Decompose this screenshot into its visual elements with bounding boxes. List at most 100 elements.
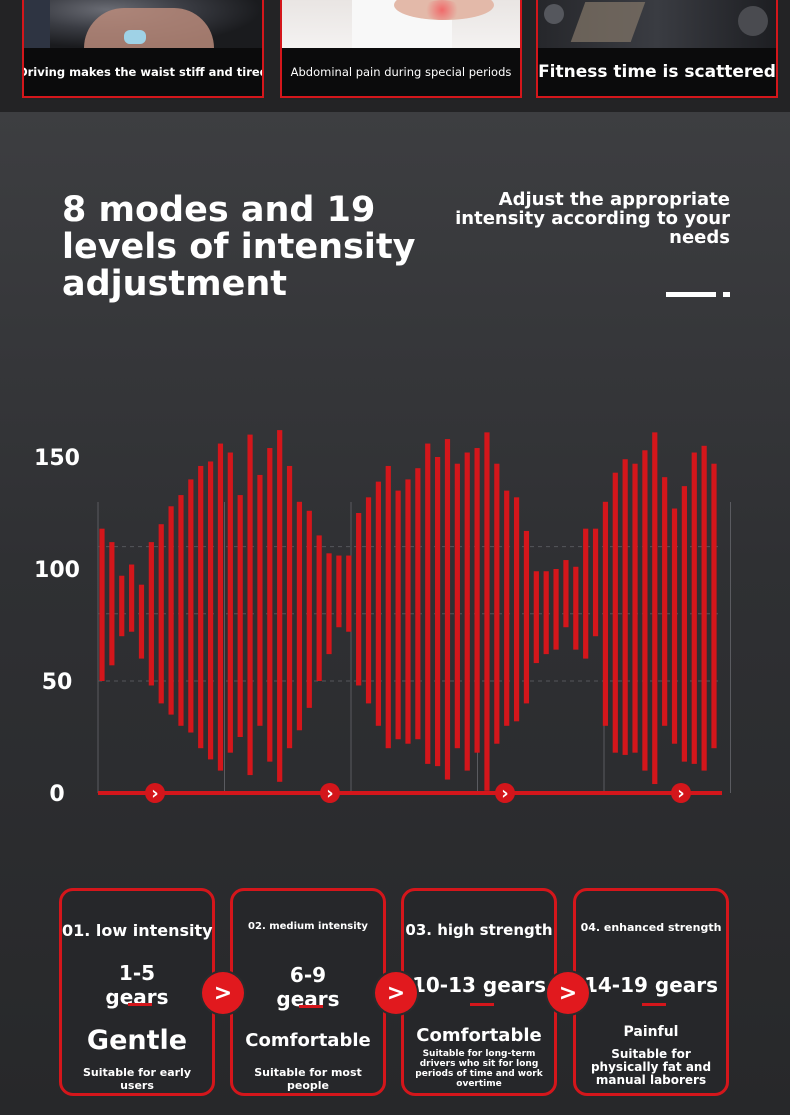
intensity-bar — [207, 461, 214, 760]
decorative-dot — [723, 292, 730, 297]
intensity-bar — [523, 530, 530, 704]
intensity-bar — [365, 497, 372, 704]
intensity-bar — [336, 555, 342, 628]
scenario-card-abdominal: Abdominal pain during special periods — [280, 0, 522, 98]
intensity-bar — [553, 569, 559, 650]
card-gears: 6-9 gears — [276, 963, 340, 1011]
intensity-bar — [622, 459, 628, 755]
intensity-bar — [227, 452, 233, 753]
scenario-strip: Driving makes the waist stiff and tired … — [0, 0, 790, 112]
chevron-glyph: › — [151, 783, 158, 804]
scenario-card-fitness: Fitness time is scattered — [536, 0, 778, 98]
intensity-bar — [277, 430, 283, 782]
intensity-bar — [642, 450, 648, 771]
card-high-strength: 03. high strength 10-13 gears Comfortabl… — [401, 888, 557, 1096]
card-level: Gentle — [86, 1025, 188, 1056]
card-gears: 14-19 gears — [583, 973, 719, 997]
next-arrow-icon: > — [202, 972, 244, 1014]
intensity-bar — [129, 564, 135, 632]
intensity-bar — [494, 463, 500, 744]
intensity-bar — [444, 439, 451, 780]
card-level: Comfortable — [416, 1025, 542, 1046]
chevron-glyph: › — [326, 783, 333, 804]
chevron-right-icon — [320, 783, 340, 803]
intensity-bar — [504, 490, 510, 726]
intensity-bar — [217, 443, 224, 771]
intensity-bar — [474, 448, 480, 753]
card-title: 01. low intensity — [62, 921, 213, 940]
card-description: Suitable for long-term drivers who sit f… — [415, 1049, 543, 1089]
headline: 8 modes and 19 levels of intensity adjus… — [62, 192, 462, 303]
intensity-bar — [346, 555, 352, 632]
subtitle: Adjust the appropriate intensity accordi… — [430, 190, 730, 247]
intensity-bar — [612, 472, 618, 753]
intensity-bar — [99, 528, 105, 681]
chevron-glyph: › — [677, 783, 684, 804]
decorative-dash — [666, 292, 716, 297]
subtitle-line: Adjust the appropriate — [498, 189, 730, 210]
chart-bars — [99, 430, 717, 791]
intensity-bar — [286, 465, 293, 749]
intensity-bar — [533, 571, 539, 664]
intensity-bar — [464, 452, 470, 771]
intensity-bar — [592, 528, 599, 637]
driving-photo — [24, 0, 262, 48]
intensity-bar — [563, 560, 569, 628]
subtitle-line: intensity according to your — [455, 208, 730, 229]
intensity-bar — [316, 535, 322, 681]
y-tick-label: 100 — [34, 558, 80, 583]
intensity-bar — [326, 553, 332, 655]
intensity-bar — [119, 575, 125, 637]
y-tick-label: 150 — [34, 446, 80, 471]
intensity-bar — [158, 524, 164, 704]
next-arrow-icon: > — [375, 972, 417, 1014]
scenario-caption: Fitness time is scattered — [538, 62, 776, 82]
y-tick-label: 50 — [42, 670, 73, 695]
chevron-right-icon — [495, 783, 515, 803]
intensity-cards: 01. low intensity 1-5 gears Gentle Suita… — [0, 888, 790, 1098]
intensity-bar — [375, 481, 381, 726]
y-tick-label: 0 — [49, 782, 64, 807]
card-low-intensity: 01. low intensity 1-5 gears Gentle Suita… — [59, 888, 215, 1096]
card-underline — [128, 1003, 152, 1006]
scenario-caption: Abdominal pain during special periods — [290, 65, 512, 79]
card-level: Comfortable — [245, 1030, 371, 1051]
intensity-bar — [385, 465, 391, 749]
fitness-photo — [538, 0, 776, 48]
chevron-right-icon — [145, 783, 165, 803]
intensity-bar — [691, 452, 697, 764]
scenario-card-driving: Driving makes the waist stiff and tired — [22, 0, 264, 98]
card-underline — [470, 1003, 494, 1006]
card-description: Suitable for most people — [254, 1066, 362, 1092]
card-gears: 10-13 gears — [411, 973, 547, 997]
abdominal-pain-photo — [282, 0, 520, 48]
headline-line: levels of intensity — [62, 227, 416, 267]
intensity-bar — [701, 445, 707, 771]
intensity-bar — [395, 490, 401, 740]
intensity-bar — [405, 479, 411, 744]
intensity-bar — [168, 506, 174, 715]
intensity-bar — [306, 510, 312, 708]
intensity-bar — [237, 495, 243, 737]
intensity-bar — [178, 495, 184, 726]
intensity-bar — [484, 432, 490, 791]
intensity-bar — [267, 448, 273, 762]
intensity-bar — [513, 497, 520, 722]
card-description: Suitable for physically fat and manual l… — [590, 1047, 712, 1087]
intensity-bar — [711, 463, 717, 749]
intensity-bar — [257, 474, 263, 726]
card-gears: 1-5 gears — [105, 961, 169, 1009]
intensity-bar — [148, 542, 154, 686]
intensity-bar — [583, 528, 589, 659]
intensity-chart: 0 50 100 150 › › › › — [34, 430, 731, 807]
intensity-bar — [652, 432, 658, 785]
chevron-right-icon — [671, 783, 691, 803]
next-arrow-icon: > — [547, 972, 589, 1014]
card-description: Suitable for early users — [83, 1066, 191, 1092]
intensity-bar — [138, 584, 145, 659]
intensity-bar — [543, 571, 549, 655]
intensity-bar — [662, 477, 668, 726]
scenario-caption: Driving makes the waist stiff and tired — [22, 65, 264, 79]
card-title: 03. high strength — [405, 921, 553, 939]
x-axis: › › › › — [98, 783, 722, 804]
